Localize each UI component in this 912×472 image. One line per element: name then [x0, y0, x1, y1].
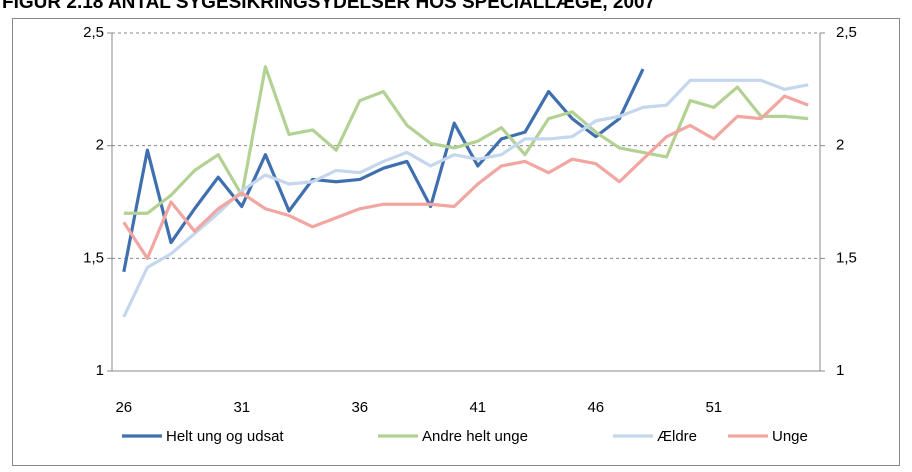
series-line: [122, 94, 809, 260]
y-tick-label: 1: [96, 362, 104, 379]
x-tick-label: 36: [351, 399, 368, 416]
y2-tick-label: 1,5: [836, 249, 857, 266]
y-tick-label: 2: [96, 137, 104, 154]
chart-title: FIGUR 2.18 ANTAL SYGESIKRINGSYDELSER HOS…: [2, 0, 655, 13]
legend-label: Andre helt unge: [422, 428, 528, 445]
y-tick-label: 2,5: [83, 24, 104, 41]
x-tick-label: 41: [469, 399, 486, 416]
x-tick-label: 31: [233, 399, 250, 416]
y-tick-label: 1,5: [83, 249, 104, 266]
legend-label: Unge: [772, 428, 808, 445]
y2-tick-label: 2: [836, 137, 844, 154]
series-line: [122, 68, 645, 273]
x-tick-label: 51: [705, 399, 722, 416]
y2-tick-label: 2,5: [836, 24, 857, 41]
y2-tick-label: 1: [836, 362, 844, 379]
series-line: [122, 78, 809, 318]
legend-label: Ældre: [657, 428, 697, 445]
chart-border: [12, 18, 900, 466]
x-tick-label: 26: [115, 399, 132, 416]
legend-label: Helt ung og udsat: [166, 428, 284, 445]
x-tick-label: 46: [587, 399, 604, 416]
series-line: [123, 65, 809, 215]
